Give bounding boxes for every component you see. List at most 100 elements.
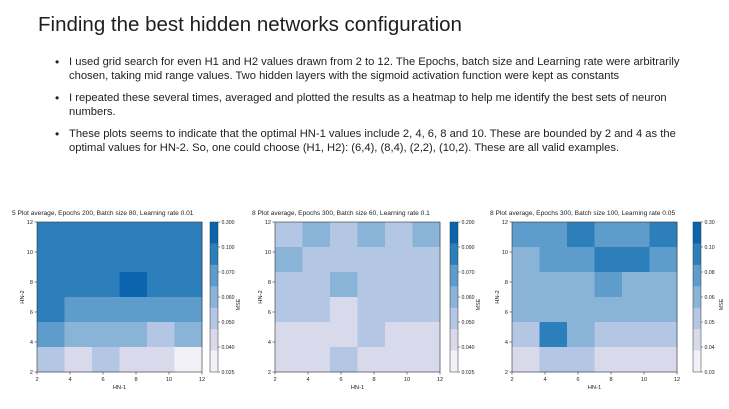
x-tick-label: 4 bbox=[306, 377, 309, 383]
heatmap-cell bbox=[357, 247, 386, 273]
colorbar-band bbox=[210, 243, 218, 266]
colorbar-band bbox=[210, 264, 218, 287]
heatmap-cell bbox=[512, 247, 540, 273]
heatmap-cell bbox=[302, 322, 331, 348]
colorbar-tick-label: 0.070 bbox=[462, 270, 475, 276]
heatmap-3: 8 Plot average, Epochs 300, Batch size 1… bbox=[490, 210, 725, 391]
colorbar-tick-label: 0.08 bbox=[705, 270, 715, 276]
heatmap-cell bbox=[147, 247, 175, 273]
x-tick-label: 10 bbox=[641, 377, 647, 383]
heatmap-cell bbox=[275, 247, 303, 273]
heatmap-cell bbox=[594, 247, 623, 273]
heatmap-cell bbox=[275, 272, 303, 298]
heatmap-cell bbox=[512, 347, 540, 373]
colorbar-band bbox=[450, 286, 458, 309]
y-axis-label: HN-2 bbox=[20, 290, 26, 304]
heatmap-cell bbox=[412, 322, 441, 348]
heatmap-cell bbox=[330, 272, 358, 298]
heatmap-cell bbox=[64, 347, 93, 373]
heatmap-cell bbox=[147, 347, 175, 373]
heatmap-cell bbox=[275, 347, 303, 373]
x-tick-label: 6 bbox=[339, 377, 342, 383]
colorbar-tick-label: 0.200 bbox=[462, 220, 475, 226]
colorbar-band bbox=[693, 286, 701, 309]
heatmap-cell bbox=[539, 272, 568, 298]
heatmap-cell bbox=[64, 247, 93, 273]
y-tick-label: 6 bbox=[268, 310, 271, 316]
heatmap-cell bbox=[302, 297, 331, 323]
heatmap-cell bbox=[357, 297, 386, 323]
heatmap-cell bbox=[92, 272, 120, 298]
y-tick-label: 10 bbox=[502, 250, 508, 256]
colorbar-tick-label: 0.10 bbox=[705, 245, 715, 251]
chart-title: 8 Plot average, Epochs 300, Batch size 1… bbox=[490, 210, 675, 217]
y-axis-label: HN-2 bbox=[495, 290, 501, 304]
heatmap-cell bbox=[539, 322, 568, 348]
heatmap-cell bbox=[539, 247, 568, 273]
colorbar-tick-label: 0.040 bbox=[462, 345, 475, 351]
heatmap-cell bbox=[330, 222, 358, 248]
y-tick-label: 6 bbox=[505, 310, 508, 316]
heatmap-cell bbox=[330, 347, 358, 373]
heatmap-cell bbox=[119, 222, 148, 248]
heatmap-cell bbox=[330, 247, 358, 273]
heatmap-cell bbox=[357, 322, 386, 348]
x-tick-label: 12 bbox=[437, 377, 443, 383]
heatmap-cell bbox=[567, 322, 595, 348]
heatmap-cell bbox=[302, 272, 331, 298]
x-axis-label: HN-1 bbox=[113, 385, 127, 391]
x-tick-label: 12 bbox=[199, 377, 205, 383]
x-tick-label: 4 bbox=[68, 377, 71, 383]
colorbar-band bbox=[450, 350, 458, 373]
y-tick-label: 10 bbox=[27, 250, 33, 256]
heatmap-cell bbox=[302, 222, 331, 248]
y-tick-label: 4 bbox=[268, 340, 271, 346]
colorbar-band bbox=[210, 222, 218, 244]
colorbar-band bbox=[210, 307, 218, 330]
colorbar-tick-label: 0.040 bbox=[222, 345, 235, 351]
heatmap-cell bbox=[174, 297, 203, 323]
heatmap-cell bbox=[567, 247, 595, 273]
colorbar-band bbox=[693, 350, 701, 373]
heatmap-cell bbox=[37, 222, 65, 248]
heatmap-cell bbox=[92, 347, 120, 373]
bullet-item: • I used grid search for even H1 and H2 v… bbox=[55, 55, 705, 83]
colorbar-band bbox=[693, 329, 701, 351]
colorbar-tick-label: 0.025 bbox=[222, 370, 235, 376]
heatmap-cell bbox=[357, 347, 386, 373]
y-tick-label: 12 bbox=[265, 220, 271, 226]
colorbar-tick-label: 0.025 bbox=[462, 370, 475, 376]
colorbar-label: MSE bbox=[719, 298, 725, 310]
heatmap-cell bbox=[330, 322, 358, 348]
heatmap-cell bbox=[147, 297, 175, 323]
x-tick-label: 8 bbox=[134, 377, 137, 383]
heatmap-cell bbox=[92, 297, 120, 323]
heatmap-cell bbox=[275, 222, 303, 248]
x-tick-label: 4 bbox=[543, 377, 546, 383]
colorbar-tick-label: 0.30 bbox=[705, 220, 715, 226]
heatmap-cell bbox=[302, 247, 331, 273]
colorbar-tick-label: 0.100 bbox=[222, 245, 235, 251]
bullet-text: These plots seems to indicate that the o… bbox=[69, 128, 676, 154]
colorbar-band bbox=[450, 243, 458, 266]
heatmap-cell bbox=[567, 347, 595, 373]
heatmap-cell bbox=[64, 297, 93, 323]
x-tick-label: 6 bbox=[101, 377, 104, 383]
x-tick-label: 10 bbox=[166, 377, 172, 383]
plot-frame bbox=[511, 221, 678, 373]
colorbar-band bbox=[210, 350, 218, 373]
heatmap-cell bbox=[385, 247, 413, 273]
colorbar-tick-label: 0.300 bbox=[222, 220, 235, 226]
colorbar-band bbox=[450, 222, 458, 244]
heatmap-cell bbox=[174, 247, 203, 273]
heatmap-cell bbox=[412, 347, 441, 373]
y-tick-label: 6 bbox=[30, 310, 33, 316]
bullet-dot-icon: • bbox=[55, 91, 60, 106]
heatmap-cell bbox=[275, 322, 303, 348]
y-tick-label: 2 bbox=[268, 370, 271, 376]
colorbar-band bbox=[693, 307, 701, 330]
heatmap-cell bbox=[512, 297, 540, 323]
colorbar-tick-label: 0.03 bbox=[705, 370, 715, 376]
colorbar-band bbox=[210, 286, 218, 309]
y-tick-label: 10 bbox=[265, 250, 271, 256]
